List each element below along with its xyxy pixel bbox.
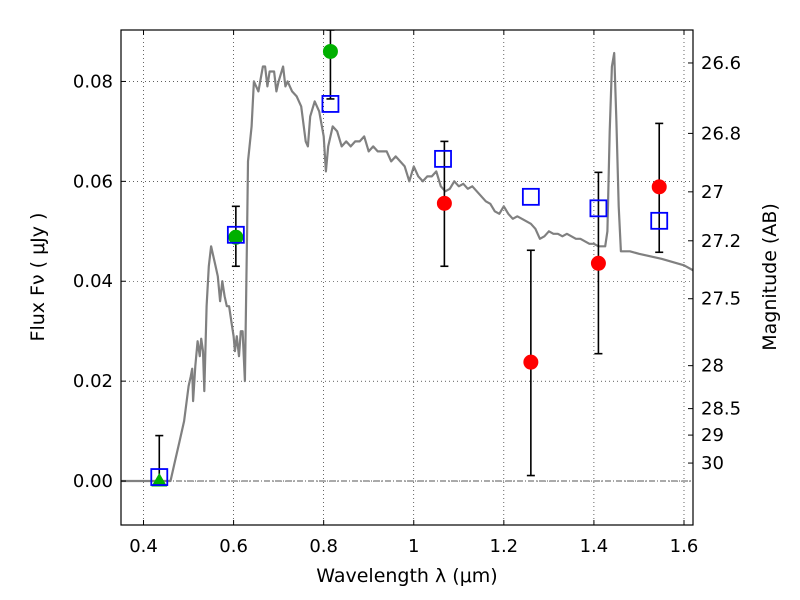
- magnitude-tick-label: 27.2: [701, 231, 741, 252]
- model-flux-box: [589, 199, 608, 218]
- highlighted-point: [322, 43, 338, 59]
- y-axis: 0.00 0.02 0.04 0.06 0.08: [73, 71, 126, 492]
- y-tick-label: 0.04: [73, 271, 113, 292]
- y-tick-label: 0.06: [73, 171, 113, 192]
- detection-point: [436, 195, 452, 211]
- highlighted-point: [228, 229, 244, 245]
- model-flux-box: [521, 187, 540, 206]
- x-tick-label: 1: [408, 536, 419, 557]
- data-layer: [121, 30, 693, 487]
- magnitude-tick-label: 26.6: [701, 53, 741, 74]
- detection-point: [523, 354, 539, 370]
- x-tick-label: 0.8: [309, 536, 338, 557]
- x-tick-label: 1.6: [670, 536, 699, 557]
- model-flux-box: [650, 211, 669, 230]
- x-tick-label: 1.4: [580, 536, 609, 557]
- plot-background: [121, 30, 693, 525]
- magnitude-tick-label: 26.8: [701, 123, 741, 144]
- magnitude-tick-label: 28: [701, 356, 724, 377]
- magnitude-axis-title: Magnitude (AB): [759, 203, 781, 351]
- y-tick-label: 0.08: [73, 71, 113, 92]
- model-flux-box: [434, 149, 452, 168]
- y-tick-label: 0.02: [73, 371, 113, 392]
- x-tick-label: 0.6: [219, 536, 248, 557]
- x-axis-title: Wavelength λ (μm): [316, 565, 497, 587]
- detection-point: [651, 179, 667, 195]
- y-axis-title: Flux Fν ( μJy ): [27, 213, 49, 342]
- model-flux-box: [321, 95, 340, 113]
- y-tick-label: 0.00: [73, 471, 113, 492]
- model-flux-box: [226, 225, 245, 244]
- plot-frame: [120, 29, 694, 526]
- detection-point: [590, 255, 606, 271]
- magnitude-tick-label: 27: [701, 182, 724, 203]
- x-tick-label: 0.4: [129, 536, 158, 557]
- magnitude-tick-label: 27.5: [701, 289, 741, 310]
- magnitude-tick-label: 29: [701, 425, 724, 446]
- magnitude-axis: 26.6 26.8 27 27.2 27.5 28 28.5 29 30: [688, 53, 741, 474]
- magnitude-tick-label: 28.5: [701, 399, 741, 420]
- x-tick-label: 1.2: [490, 536, 519, 557]
- magnitude-tick-label: 30: [701, 453, 724, 474]
- model-flux-box: [150, 468, 169, 486]
- template-spectrum-line: [121, 51, 693, 483]
- upper-limit-marker: [151, 473, 168, 487]
- x-axis: 0.4 0.6 0.8 1 1.2 1.4 1.6: [129, 30, 698, 557]
